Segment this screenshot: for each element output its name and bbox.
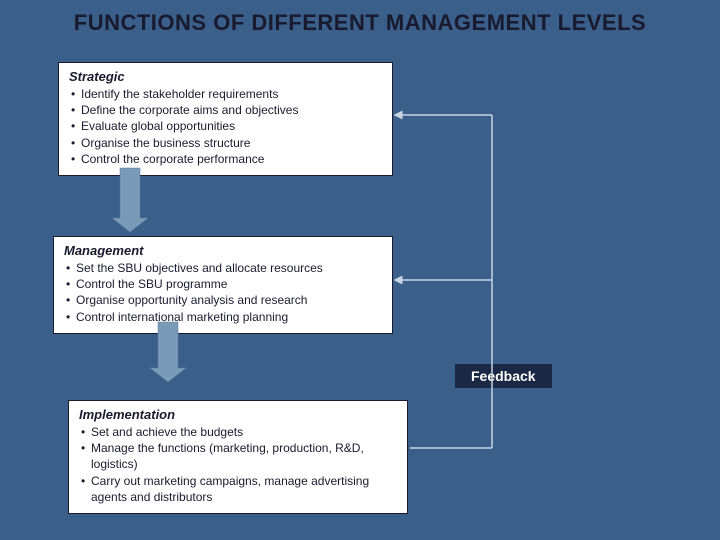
list-item: Control the corporate performance: [69, 151, 382, 167]
feedback-label: Feedback: [455, 364, 552, 388]
feedback-lines: [395, 115, 492, 448]
page-title: FUNCTIONS OF DIFFERENT MANAGEMENT LEVELS: [0, 10, 720, 36]
list-item: Define the corporate aims and objectives: [69, 102, 382, 118]
box-management: Management Set the SBU objectives and al…: [53, 236, 393, 334]
list-item: Organise opportunity analysis and resear…: [64, 292, 382, 308]
box-management-list: Set the SBU objectives and allocate reso…: [64, 260, 382, 325]
list-item: Organise the business structure: [69, 135, 382, 151]
list-item: Carry out marketing campaigns, manage ad…: [79, 473, 397, 505]
box-implementation-list: Set and achieve the budgetsManage the fu…: [79, 424, 397, 505]
box-management-heading: Management: [64, 243, 382, 258]
box-implementation-heading: Implementation: [79, 407, 397, 422]
box-strategic-list: Identify the stakeholder requirementsDef…: [69, 86, 382, 167]
list-item: Set the SBU objectives and allocate reso…: [64, 260, 382, 276]
list-item: Identify the stakeholder requirements: [69, 86, 382, 102]
box-implementation: Implementation Set and achieve the budge…: [68, 400, 408, 514]
list-item: Control the SBU programme: [64, 276, 382, 292]
list-item: Set and achieve the budgets: [79, 424, 397, 440]
down-arrow-1: [112, 168, 148, 232]
list-item: Manage the functions (marketing, product…: [79, 440, 397, 472]
list-item: Evaluate global opportunities: [69, 118, 382, 134]
list-item: Control international marketing planning: [64, 309, 382, 325]
box-strategic-heading: Strategic: [69, 69, 382, 84]
box-strategic: Strategic Identify the stakeholder requi…: [58, 62, 393, 176]
